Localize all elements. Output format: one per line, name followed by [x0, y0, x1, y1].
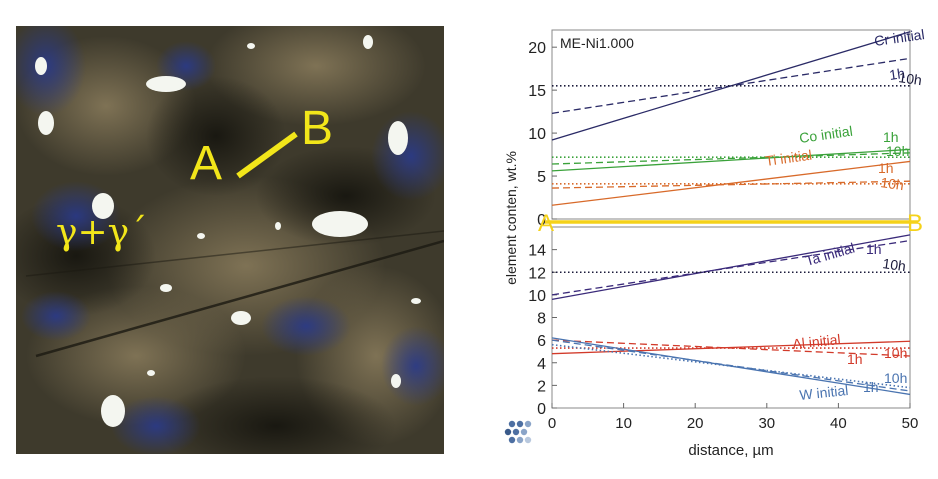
cr-dashed-line — [551, 57, 911, 114]
series-label: 10h — [884, 370, 907, 386]
x-tick-label: 30 — [758, 415, 775, 432]
micrograph: A B γ+γ´ — [16, 26, 444, 454]
series-label: 10h — [882, 255, 907, 274]
series-label: 1h — [878, 160, 894, 176]
series-label: Al initial — [792, 331, 842, 352]
x-tick-label: 0 — [548, 415, 556, 432]
series-label: Ti initial — [764, 147, 813, 169]
series-label: Ta initial — [803, 240, 856, 269]
y-tick-label-bottom: 4 — [537, 356, 546, 373]
ti-dashed-line — [551, 180, 911, 189]
data-series — [551, 31, 911, 396]
y-tick-label-bottom: 10 — [528, 288, 546, 305]
co-dashed-line — [551, 152, 911, 165]
x-tick-label: 10 — [615, 415, 632, 432]
carbide-particles — [35, 35, 421, 427]
series-label: 1h — [883, 129, 899, 145]
co-solid-line — [551, 148, 911, 172]
x-tick-label: 50 — [902, 415, 919, 432]
series-label: 1h — [863, 379, 879, 395]
y-tick-label-top: 10 — [528, 126, 546, 143]
series-label: 10h — [886, 143, 909, 159]
x-axis-label: distance, µm — [688, 442, 773, 459]
w-dotted-line — [551, 343, 911, 389]
y-tick-label-top: 0 — [537, 212, 546, 229]
marker-label-B: B — [301, 102, 333, 155]
ta-dashed-line — [551, 239, 911, 296]
series-label: 1h — [847, 351, 863, 367]
series-label: 10h — [880, 174, 905, 193]
series-label: 10h — [898, 69, 923, 88]
logo-icon — [504, 420, 532, 444]
chart-title: ME-Ni1.000 — [560, 35, 634, 51]
series-label: 1h — [888, 65, 906, 83]
series-label: 10h — [884, 345, 907, 361]
al-dashed-line — [551, 339, 911, 357]
y-tick-label-top: 15 — [528, 83, 546, 100]
ti-solid-line — [551, 160, 911, 206]
y-tick-label-bottom: 6 — [537, 333, 546, 350]
series-label: W initial — [799, 382, 849, 403]
y-tick-label-bottom: 14 — [528, 243, 546, 260]
axis-ticks: 0 10 20 30 40 50 0 5 10 15 20 0 2 4 6 8 10 12 14 — [528, 40, 918, 432]
series-label: 1h — [866, 241, 882, 257]
marker-label-A: A — [190, 137, 222, 190]
series-label: Cr initial — [873, 26, 925, 49]
phase-label: γ+γ´ — [56, 212, 147, 253]
y-tick-label-top: 20 — [528, 40, 546, 57]
y-tick-label-bottom: 2 — [537, 378, 546, 395]
microstructure-texture — [16, 26, 444, 454]
x-tick-label: 20 — [687, 415, 704, 432]
concentration-chart: ME-Ni1.000 element conten, wt.% distance… — [503, 26, 926, 459]
y-tick-label-bottom: 12 — [528, 265, 546, 282]
x-tick-label: 40 — [830, 415, 847, 432]
y-axis-label: element conten, wt.% — [503, 151, 519, 285]
divider-label-B: B — [907, 210, 923, 237]
y-tick-label-bottom: 0 — [537, 401, 546, 418]
y-tick-label-bottom: 8 — [537, 311, 546, 328]
divider-label-A: A — [538, 210, 554, 237]
top-plot-frame — [551, 29, 911, 220]
bottom-plot-frame — [551, 226, 911, 409]
line-scan-marker: A B — [190, 102, 333, 190]
y-tick-label-top: 5 — [537, 169, 546, 186]
series-label: Co initial — [798, 123, 853, 146]
